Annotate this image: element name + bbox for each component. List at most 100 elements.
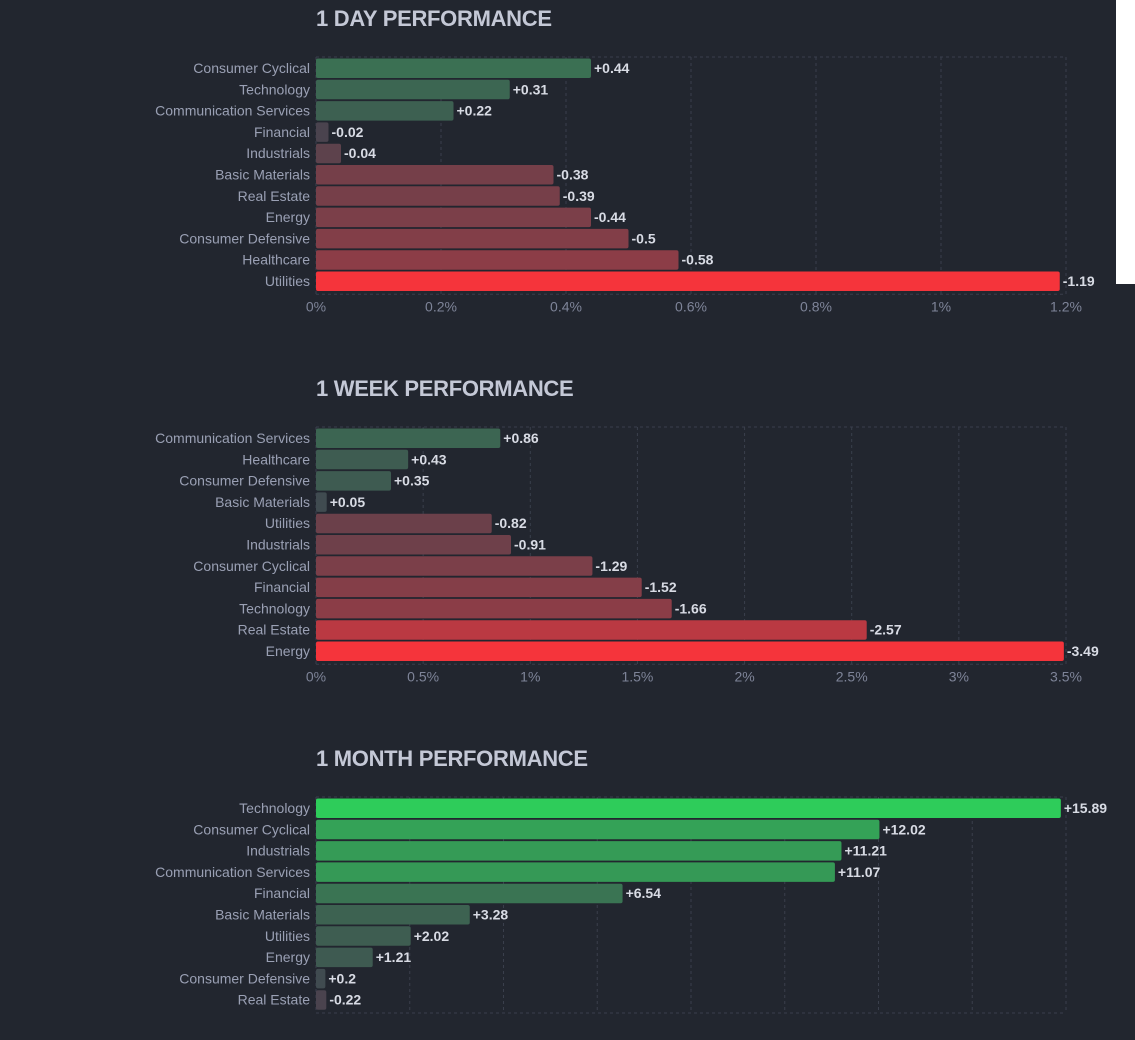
bar[interactable] (316, 428, 501, 449)
category-label: Communication Services (155, 103, 310, 119)
category-label: Basic Materials (215, 907, 310, 923)
value-label: -1.66 (675, 600, 707, 616)
bar[interactable] (316, 471, 391, 491)
bar[interactable] (316, 798, 1061, 819)
value-label: +0.22 (457, 103, 493, 119)
category-label: Basic Materials (215, 494, 310, 510)
chart-title: 1 MONTH PERFORMANCE (316, 746, 588, 771)
bar[interactable] (316, 819, 880, 840)
value-label: +15.89 (1064, 800, 1107, 816)
bar[interactable] (316, 598, 672, 619)
value-label: -1.29 (595, 558, 627, 574)
value-label: -0.02 (332, 124, 364, 140)
value-label: +0.2 (328, 970, 356, 986)
category-label: Real Estate (238, 992, 311, 1008)
x-tick-label: 3% (949, 668, 969, 684)
category-label: Consumer Cyclical (193, 558, 310, 574)
bar[interactable] (316, 535, 511, 555)
bar[interactable] (316, 841, 842, 861)
bar[interactable] (316, 165, 554, 185)
bar-chart-1-week: 0% 0.5% 1% 1.5% 2% 2.5% 3% 3.5% Communication Se… (155, 426, 1099, 684)
chart-title: 1 DAY PERFORMANCE (316, 6, 552, 31)
x-tick-label: 0% (306, 298, 326, 314)
x-tick-label: 1.5% (621, 668, 653, 684)
bar[interactable] (316, 641, 1064, 662)
value-label: -0.58 (682, 252, 714, 268)
category-label: Consumer Cyclical (193, 821, 310, 837)
value-label: -3.49 (1067, 643, 1099, 659)
bar[interactable] (316, 492, 327, 512)
category-label: Healthcare (242, 252, 310, 268)
category-label: Energy (266, 209, 310, 225)
x-tick-label: 1.2% (1050, 298, 1082, 314)
value-label: +6.54 (626, 885, 662, 901)
chart-1-day: 1 DAY PERFORMANCE 0% 0.2% 0.4% 0.6% 0.8% 1% 1.… (0, 0, 1135, 370)
value-label: -0.5 (632, 230, 656, 246)
bar[interactable] (316, 271, 1060, 292)
x-tick-label: 0.5% (407, 668, 439, 684)
category-label: Communication Services (155, 430, 310, 446)
value-label: +0.86 (503, 430, 539, 446)
bar[interactable] (316, 947, 373, 968)
bar[interactable] (316, 58, 591, 79)
value-label: +0.43 (411, 451, 447, 467)
category-label: Technology (239, 800, 310, 816)
category-label: Financial (254, 124, 310, 140)
bar[interactable] (316, 186, 560, 206)
category-label: Energy (266, 643, 310, 659)
category-label: Communication Services (155, 864, 310, 880)
bar[interactable] (316, 207, 591, 228)
category-label: Utilities (265, 928, 310, 944)
bar[interactable] (316, 577, 642, 598)
value-label: -0.38 (557, 167, 589, 183)
bar[interactable] (316, 883, 623, 904)
value-label: +2.02 (414, 928, 450, 944)
bar[interactable] (316, 926, 411, 946)
value-label: -2.57 (870, 622, 902, 638)
bar[interactable] (316, 250, 679, 270)
window-edge (1116, 0, 1135, 284)
bar[interactable] (316, 905, 470, 925)
x-tick-label: 3.5% (1050, 668, 1082, 684)
category-label: Utilities (265, 515, 310, 531)
value-label: +11.21 (844, 843, 887, 859)
x-tick-label: 0.2% (425, 298, 457, 314)
value-label: +3.28 (473, 907, 509, 923)
bar[interactable] (316, 79, 510, 100)
bar[interactable] (316, 122, 329, 142)
category-label: Energy (266, 949, 310, 965)
category-label: Financial (254, 885, 310, 901)
bar-chart-1-month: Technology +15.89 Consumer Cyclical +12.02 I… (155, 796, 1107, 1014)
bar[interactable] (316, 228, 629, 249)
bar[interactable] (316, 513, 492, 534)
bar[interactable] (316, 449, 409, 470)
bar[interactable] (316, 101, 454, 121)
bar-chart-1-day: 0% 0.2% 0.4% 0.6% 0.8% 1% 1.2% Consumer Cyclica… (155, 56, 1095, 314)
chart-title: 1 WEEK PERFORMANCE (316, 376, 574, 401)
category-label: Technology (239, 600, 310, 616)
x-tick-label: 0.4% (550, 298, 582, 314)
category-label: Basic Materials (215, 167, 310, 183)
bar[interactable] (316, 620, 867, 640)
x-tick-label: 1% (931, 298, 951, 314)
category-label: Industrials (246, 145, 310, 161)
category-label: Real Estate (238, 622, 311, 638)
value-label: -0.39 (563, 188, 595, 204)
x-tick-label: 2% (734, 668, 754, 684)
value-label: -0.82 (495, 515, 527, 531)
bar[interactable] (316, 143, 341, 164)
value-label: +12.02 (882, 821, 925, 837)
category-label: Financial (254, 579, 310, 595)
x-tick-label: 2.5% (836, 668, 868, 684)
value-label: -0.22 (329, 992, 361, 1008)
bar[interactable] (316, 990, 327, 1010)
value-label: +0.05 (330, 494, 366, 510)
bar[interactable] (316, 862, 835, 882)
value-label: -1.19 (1063, 273, 1095, 289)
value-label: -1.52 (645, 579, 677, 595)
category-label: Consumer Defensive (179, 230, 310, 246)
bar[interactable] (316, 968, 326, 989)
bar[interactable] (316, 556, 593, 576)
category-label: Utilities (265, 273, 310, 289)
x-tick-label: 0.6% (675, 298, 707, 314)
